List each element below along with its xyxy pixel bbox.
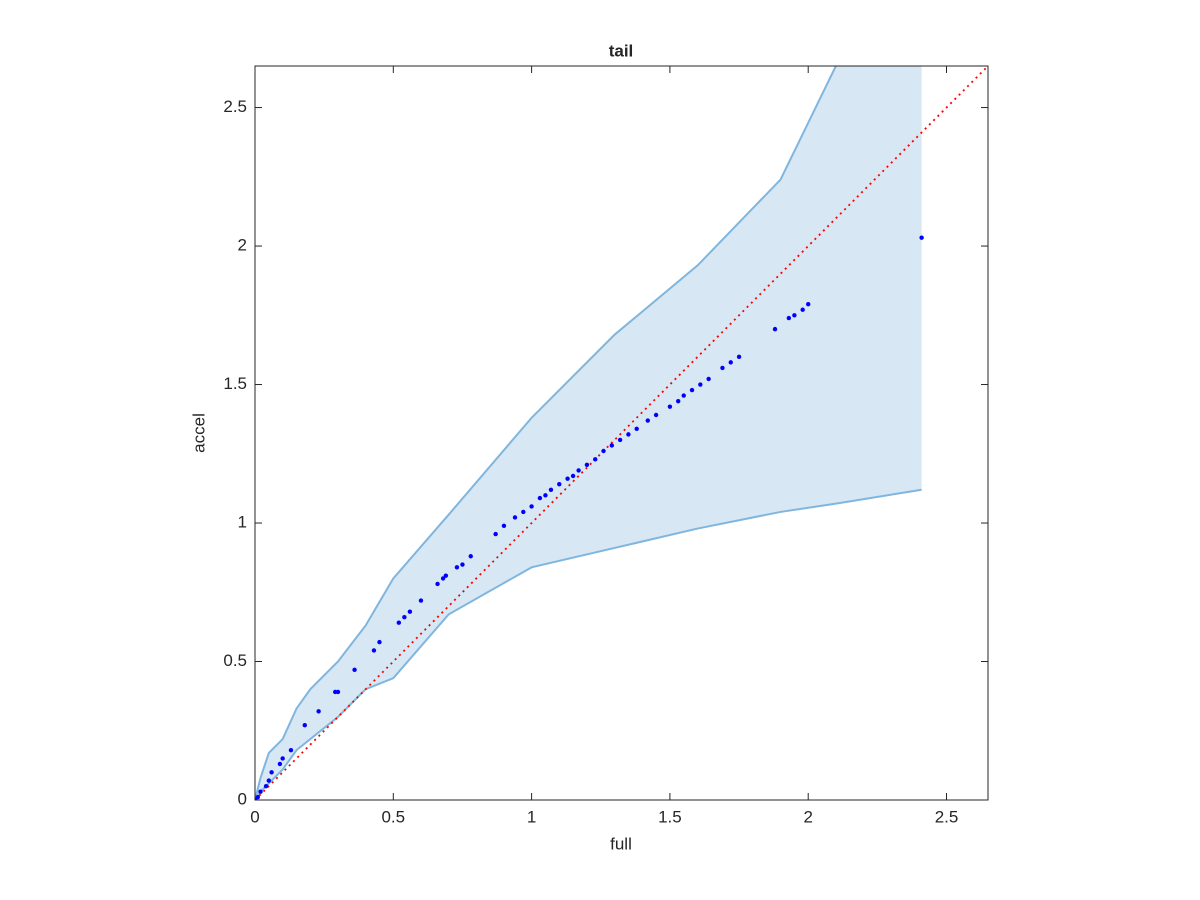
point: [601, 448, 606, 454]
point: [407, 609, 413, 614]
point: [736, 354, 742, 360]
point: [277, 761, 283, 767]
point: [772, 326, 778, 332]
y-tick-label: 2: [238, 236, 247, 255]
point: [689, 387, 695, 393]
point: [302, 723, 307, 728]
point: [800, 307, 805, 312]
x-tick-label: 1.5: [658, 807, 682, 826]
point: [529, 504, 534, 509]
point: [676, 398, 681, 404]
x-tick-label: 0.5: [381, 807, 405, 826]
point: [435, 581, 440, 587]
x-tick-label: 0: [250, 807, 259, 826]
point: [266, 778, 272, 783]
point: [634, 426, 639, 432]
x-tick-label: 2: [803, 807, 812, 826]
point: [402, 614, 407, 620]
point: [288, 747, 294, 753]
point: [609, 443, 615, 448]
point: [263, 783, 269, 789]
point: [626, 432, 631, 437]
point: [440, 576, 446, 581]
point: [396, 620, 402, 625]
point: [792, 313, 797, 318]
point: [521, 509, 526, 515]
point: [501, 523, 507, 528]
point: [919, 235, 924, 240]
band-area: [255, 66, 922, 800]
point: [576, 468, 581, 473]
point: [667, 404, 673, 409]
point: [565, 476, 570, 481]
point: [706, 376, 711, 382]
point: [570, 473, 576, 479]
y-tick-label: 2.5: [223, 97, 247, 116]
band-upper: [255, 66, 838, 800]
axes-box: [254, 65, 989, 801]
point: [584, 462, 590, 468]
reference-line: [255, 66, 988, 800]
point: [557, 482, 562, 487]
point: [371, 648, 377, 653]
point: [548, 487, 554, 492]
point: [786, 315, 792, 321]
point: [653, 412, 659, 418]
point: [593, 457, 598, 462]
point: [728, 360, 733, 365]
point: [418, 598, 424, 603]
band-lower: [255, 488, 922, 800]
point: [280, 756, 285, 761]
x-tick-label: 1: [527, 807, 536, 826]
point: [316, 709, 321, 714]
point: [454, 565, 460, 570]
point: [493, 531, 498, 537]
point: [335, 689, 341, 695]
point: [806, 302, 811, 307]
point: [377, 639, 382, 645]
plot-area: [255, 66, 988, 800]
point: [352, 667, 357, 673]
point: [681, 393, 686, 398]
x-axis-label: full: [610, 834, 632, 853]
y-tick-label: 1: [238, 513, 247, 532]
y-tick-label: 0: [238, 789, 247, 808]
y-tick-label: 0.5: [223, 651, 247, 670]
point: [645, 418, 650, 423]
point: [543, 493, 548, 498]
point: [468, 554, 473, 559]
point: [460, 562, 465, 567]
point: [720, 365, 725, 371]
chart-title: tail: [609, 41, 634, 60]
x-tick-label: 2.5: [935, 807, 959, 826]
y-tick-label: 1.5: [223, 374, 247, 393]
point: [617, 437, 623, 443]
point: [258, 789, 263, 794]
point: [698, 382, 703, 387]
point: [255, 795, 260, 800]
point: [537, 495, 543, 501]
point: [443, 573, 449, 578]
y-axis-label: accel: [189, 413, 208, 453]
point: [255, 797, 258, 800]
point: [269, 770, 274, 775]
point: [512, 515, 518, 520]
